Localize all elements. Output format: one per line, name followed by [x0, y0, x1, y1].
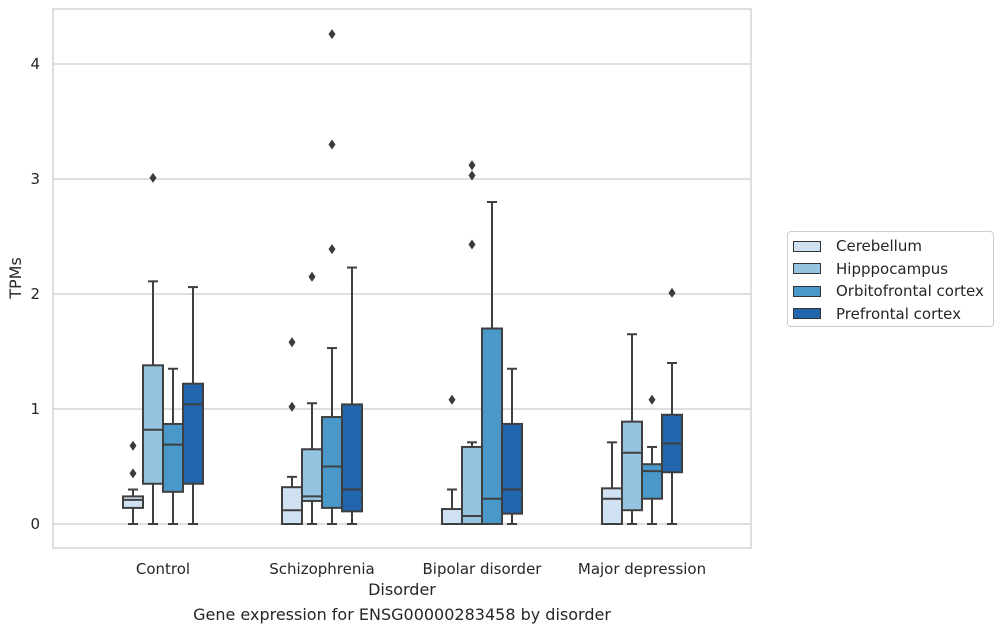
box-orbitofrontal-cortex: [321, 29, 343, 525]
outlier-point: [648, 394, 656, 405]
legend-swatch: [793, 285, 821, 297]
outlier-point: [308, 271, 316, 282]
y-tick-labels: 0 1 2 3 4: [30, 55, 40, 533]
y-tick-label: 1: [30, 400, 40, 418]
box-hipppocampus: [621, 333, 643, 525]
legend: Cerebellum Hipppocampus Orbitofrontal cort…: [787, 231, 994, 327]
outlier-point: [129, 440, 137, 451]
box-iqr: [281, 486, 303, 526]
x-tick-labels: Control Schizophrenia Bipolar disorder Majo…: [136, 560, 706, 578]
outlier-point: [129, 468, 137, 479]
box-prefrontal-cortex: [661, 287, 683, 525]
box-orbitofrontal-cortex: [162, 367, 184, 525]
outlier-point: [448, 394, 456, 405]
box-iqr: [341, 403, 363, 513]
y-tick-label: 2: [30, 285, 40, 303]
box-cerebellum: [122, 440, 144, 525]
x-tick-label: Schizophrenia: [269, 560, 374, 578]
plot-border: [52, 8, 752, 549]
box-prefrontal-cortex: [501, 367, 523, 525]
legend-label: Prefrontal cortex: [836, 304, 961, 323]
legend-item: Prefrontal cortex: [793, 303, 993, 326]
box-iqr: [301, 448, 323, 502]
y-tick-label: 3: [30, 170, 40, 188]
box-hipppocampus: [142, 172, 164, 525]
x-tick-label: Control: [136, 560, 190, 578]
box-prefrontal-cortex: [182, 286, 204, 525]
box-iqr: [182, 382, 204, 485]
legend-swatch: [793, 240, 821, 252]
legend-item: Hipppocampus: [793, 258, 993, 281]
box-groups: [122, 29, 683, 526]
box-iqr: [162, 422, 184, 493]
x-tick-label: Major depression: [578, 560, 706, 578]
legend-item: Cerebellum: [793, 235, 993, 258]
outlier-point: [468, 239, 476, 250]
y-tick-label: 4: [30, 55, 40, 73]
box-iqr: [501, 422, 523, 515]
box-prefrontal-cortex: [341, 266, 363, 525]
legend-item: Orbitofrontal cortex: [793, 280, 993, 303]
box-iqr: [621, 420, 643, 512]
outlier-point: [328, 139, 336, 150]
figure-caption: Gene expression for ENSG00000283458 by d…: [193, 605, 611, 624]
box-iqr: [441, 508, 463, 525]
y-axis-label: TPMs: [6, 257, 25, 300]
legend-label: Hipppocampus: [836, 259, 949, 278]
outlier-point: [468, 170, 476, 181]
box-iqr: [321, 416, 343, 509]
box-iqr: [481, 327, 503, 525]
box-iqr: [641, 463, 663, 500]
outlier-point: [149, 172, 157, 183]
box-orbitofrontal-cortex: [641, 394, 663, 525]
outlier-point: [468, 160, 476, 171]
legend-swatch: [793, 308, 821, 320]
box-cerebellum: [281, 337, 303, 526]
box-iqr: [461, 445, 483, 526]
outlier-point: [328, 244, 336, 255]
outlier-point: [288, 401, 296, 412]
outlier-point: [288, 337, 296, 348]
outlier-point: [328, 29, 336, 40]
y-tick-label: 0: [30, 515, 40, 533]
legend-label: Orbitofrontal cortex: [836, 282, 984, 301]
x-axis-label: Disorder: [368, 580, 436, 599]
legend-swatch: [793, 263, 821, 275]
box-hipppocampus: [461, 160, 483, 526]
legend-label: Cerebellum: [836, 237, 922, 256]
box-iqr: [601, 487, 623, 526]
box-iqr: [122, 495, 144, 509]
x-tick-label: Bipolar disorder: [423, 560, 543, 578]
box-iqr: [142, 364, 164, 485]
outlier-point: [668, 287, 676, 298]
